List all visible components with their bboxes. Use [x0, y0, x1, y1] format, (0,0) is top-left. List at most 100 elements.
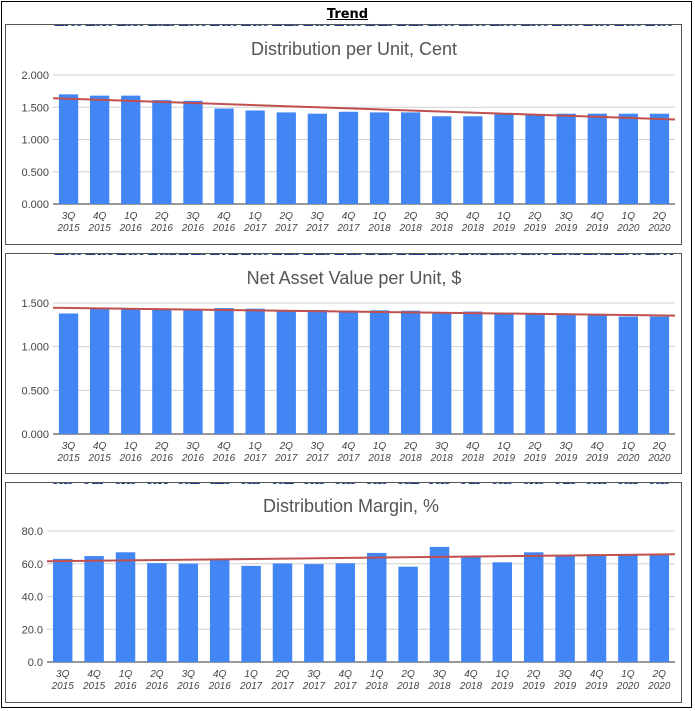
x-tick-label-quarter: 3Q — [56, 669, 70, 680]
x-tick-label-year: 2019 — [585, 223, 609, 234]
data-label: 1.360 — [428, 25, 456, 28]
x-tick-label-year: 2018 — [459, 681, 483, 692]
x-tick-label-quarter: 4Q — [464, 669, 478, 680]
x-tick-label-quarter: 2Q — [527, 441, 542, 452]
x-tick-label-quarter: 1Q — [248, 211, 262, 222]
x-tick-label-quarter: 1Q — [496, 669, 510, 680]
data-label: 1.442 — [210, 254, 238, 257]
x-tick-label-quarter: 4Q — [590, 669, 604, 680]
bar — [276, 112, 296, 204]
x-tick-label-quarter: 2Q — [527, 211, 542, 222]
x-tick-label-quarter: 1Q — [497, 211, 511, 222]
data-label: 1.362 — [552, 254, 580, 257]
trend-line — [46, 553, 676, 563]
data-label: 58.2 — [397, 483, 418, 486]
data-label: 60.3 — [335, 483, 356, 486]
x-tick-label-quarter: 3Q — [62, 211, 76, 222]
data-label: 60.2 — [272, 483, 293, 486]
data-label: 66.0 — [649, 483, 670, 486]
bar — [556, 315, 576, 434]
x-tick-label-quarter: 3Q — [307, 669, 321, 680]
data-label: 1.680 — [86, 25, 114, 28]
x-tick-label-quarter: 4Q — [591, 441, 605, 452]
data-label: 1.680 — [117, 25, 145, 28]
data-label: 70.3 — [429, 483, 450, 486]
x-tick-label-year: 2020 — [616, 223, 640, 234]
x-tick-label-year: 2018 — [365, 681, 389, 692]
y-tick-label: 1.500 — [21, 298, 49, 310]
chart-title: Distribution per Unit, Cent — [251, 39, 457, 59]
x-tick-label-quarter: 1Q — [124, 441, 138, 452]
bar — [147, 563, 167, 662]
data-label: 58.7 — [240, 483, 261, 486]
x-tick-label-quarter: 2Q — [275, 669, 290, 680]
x-tick-label-quarter: 4Q — [217, 211, 231, 222]
x-tick-label-year: 2017 — [336, 223, 360, 234]
x-tick-label-year: 2016 — [150, 453, 174, 464]
data-label: 63.0 — [52, 483, 73, 486]
x-tick-label-quarter: 1Q — [373, 441, 387, 452]
x-tick-label-quarter: 4Q — [93, 441, 107, 452]
x-tick-label-quarter: 2Q — [403, 441, 418, 452]
x-tick-label-year: 2017 — [333, 681, 357, 692]
data-label: 1.400 — [646, 25, 674, 28]
bar — [115, 552, 136, 662]
data-label: 1.430 — [335, 25, 363, 28]
x-tick-label-year: 2017 — [243, 453, 267, 464]
data-label: 60.4 — [146, 483, 168, 486]
x-tick-label-year: 2015 — [88, 223, 112, 234]
bar — [649, 113, 670, 204]
bar — [84, 556, 104, 662]
x-tick-label-year: 2016 — [145, 681, 169, 692]
data-label: 67.0 — [523, 483, 544, 486]
bar — [523, 552, 544, 662]
x-tick-label-quarter: 4Q — [466, 441, 480, 452]
x-tick-label-year: 2017 — [274, 223, 298, 234]
bar — [369, 112, 390, 204]
y-tick-label: 80.0 — [22, 526, 43, 538]
trend-line — [52, 306, 676, 317]
bar — [618, 316, 638, 434]
x-tick-label-quarter: 1Q — [373, 211, 387, 222]
data-label: 1.610 — [148, 25, 176, 28]
bar — [618, 554, 638, 662]
bar — [52, 558, 73, 662]
bar — [401, 310, 421, 434]
bar — [494, 114, 514, 204]
bar — [90, 308, 110, 434]
data-label: 60.1 — [178, 483, 199, 486]
data-label: 67.0 — [115, 483, 136, 486]
x-tick-label-quarter: 4Q — [93, 211, 107, 222]
data-label: 1.420 — [397, 25, 425, 28]
x-tick-label-year: 2018 — [427, 681, 451, 692]
data-label: 1.600 — [179, 25, 207, 28]
bar — [58, 313, 79, 434]
y-tick-label: 0.000 — [21, 199, 49, 211]
x-tick-label-quarter: 3Q — [311, 211, 325, 222]
chart-panel-margin: Distribution Margin, % 0.0 20.0 40.0 60.0 80.… — [5, 473, 682, 703]
y-tick-label: 0.000 — [21, 429, 49, 441]
data-label: 1.362 — [583, 254, 611, 257]
x-tick-label-year: 2019 — [492, 223, 516, 234]
data-label: 1.420 — [272, 25, 300, 28]
x-tick-label-quarter: 2Q — [154, 211, 169, 222]
bar — [463, 116, 483, 204]
x-tick-label-quarter: 1Q — [119, 669, 133, 680]
data-label: 1.438 — [86, 254, 114, 257]
x-tick-label-year: 2020 — [647, 681, 671, 692]
bar — [338, 310, 359, 434]
bar — [307, 113, 327, 204]
distribution-chart: Distribution per Unit, Cent 0.000 0.500 1.0… — [21, 15, 676, 234]
x-tick-label-quarter: 3Q — [186, 441, 200, 452]
bar — [369, 310, 390, 434]
x-tick-label-quarter: 4Q — [213, 669, 227, 680]
x-tick-label-year: 2016 — [113, 681, 137, 692]
bar — [432, 116, 452, 204]
x-tick-label-quarter: 1Q — [622, 441, 636, 452]
x-tick-label-year: 2016 — [212, 453, 236, 464]
bar — [307, 309, 327, 434]
x-tick-label-year: 2016 — [150, 223, 174, 234]
x-tick-label-quarter: 3Q — [558, 669, 572, 680]
x-tick-label-quarter: 4Q — [217, 441, 231, 452]
bar — [556, 113, 576, 204]
